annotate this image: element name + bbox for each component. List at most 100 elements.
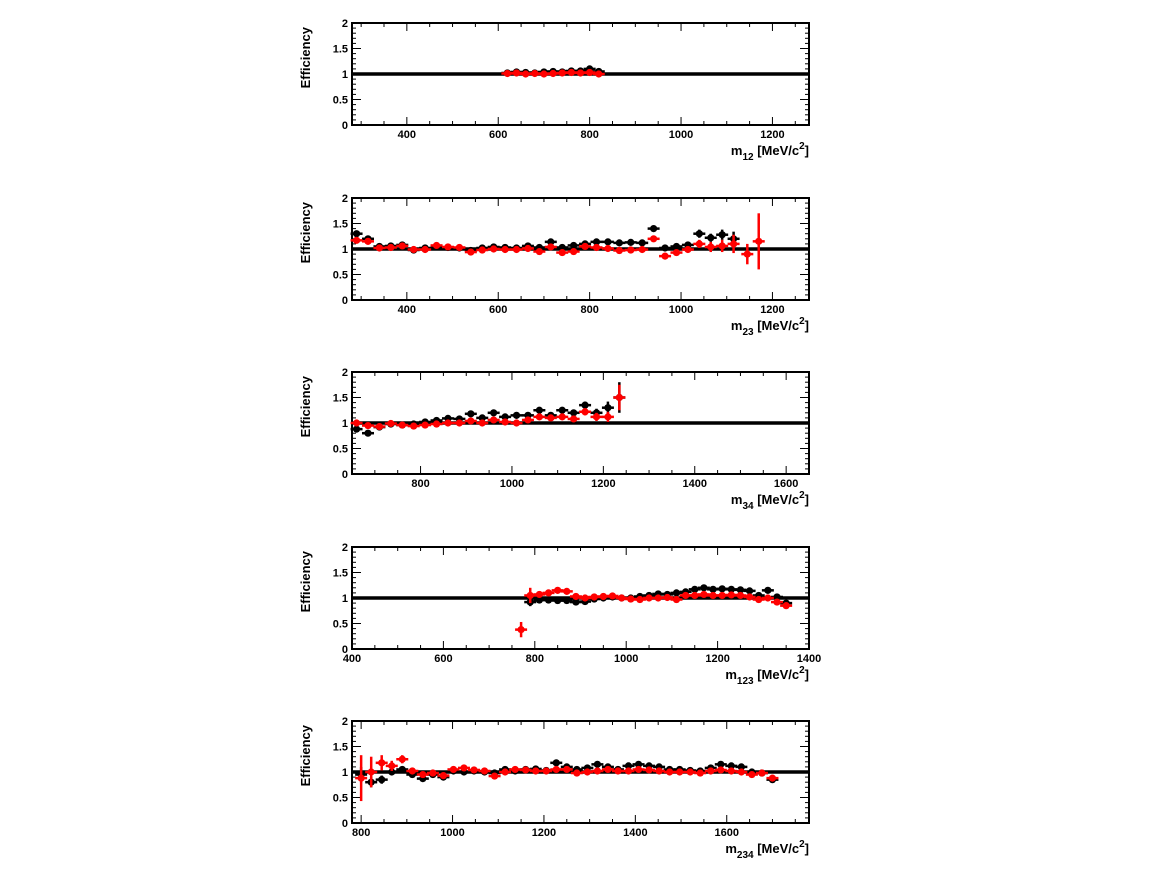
data-point (745, 587, 754, 595)
data-point (490, 245, 498, 253)
data-point (650, 235, 658, 243)
data-point (460, 764, 468, 772)
x-tick-label: 800 (526, 653, 544, 665)
y-tick-label: 0 (342, 644, 348, 656)
data-point (410, 245, 418, 254)
data-point (615, 239, 623, 247)
data-point (455, 243, 463, 252)
data-point (375, 244, 384, 252)
y-axis-label: Efficiency (298, 201, 313, 263)
data-point (691, 585, 699, 593)
y-tick-label: 1 (342, 418, 348, 430)
data-point (455, 419, 463, 427)
y-tick-label: 0 (342, 120, 348, 132)
x-tick-label: 400 (398, 129, 416, 141)
data-point (563, 596, 571, 605)
y-tick-label: 0.5 (333, 793, 348, 805)
y-tick-label: 2 (342, 367, 348, 379)
data-point (604, 238, 612, 246)
x-axis-label: m123 [MeV/c2] (725, 665, 809, 687)
data-point (408, 767, 416, 775)
data-point (398, 421, 406, 429)
data-point (535, 406, 543, 414)
x-tick-label: 800 (580, 129, 598, 141)
data-point (581, 408, 589, 416)
data-point (535, 247, 543, 256)
data-point (467, 410, 475, 418)
data-point (615, 246, 623, 255)
data-point (478, 246, 486, 254)
data-point (773, 593, 781, 601)
data-point (592, 238, 601, 246)
x-axis-label: m234 [MeV/c2] (725, 839, 809, 861)
x-tick-label: 1000 (669, 304, 693, 316)
data-point (572, 598, 580, 606)
data-point (717, 766, 725, 774)
data-point (480, 767, 489, 775)
data-point (563, 587, 571, 595)
panel-m23: 400 600 800 1000 1200 0 0.5 1 1.5 2 Efficiency m23 … (298, 193, 810, 338)
data-point (558, 406, 566, 414)
data-point (727, 585, 735, 593)
data-point (554, 596, 562, 605)
y-tick-label: 1.5 (333, 44, 348, 56)
data-point (624, 767, 633, 775)
data-point (581, 242, 589, 251)
y-tick-label: 0.5 (333, 444, 348, 456)
data-point (501, 418, 509, 426)
data-point (748, 770, 756, 779)
data-point (707, 234, 715, 242)
data-point (352, 236, 361, 244)
x-tick-label: 1000 (669, 129, 693, 141)
data-point (570, 415, 578, 423)
data-point (682, 591, 690, 600)
data-point (398, 242, 406, 250)
x-tick-label: 1000 (614, 653, 638, 665)
data-point (655, 767, 663, 775)
data-point (388, 762, 396, 770)
data-point (535, 590, 543, 599)
data-point (599, 592, 607, 601)
data-point (650, 225, 658, 233)
data-point (547, 243, 555, 251)
data-point (718, 242, 726, 250)
data-point (700, 584, 708, 592)
data-point (755, 237, 763, 245)
data-point (364, 421, 372, 430)
data-point (736, 586, 745, 594)
data-point (410, 422, 418, 430)
data-point (419, 770, 427, 779)
data-point (773, 598, 781, 606)
panel-m123: 400 600 800 1000 1200 1400 0 0.5 1 1.5 2 Efficiency… (298, 542, 821, 687)
data-point (490, 409, 498, 417)
data-point (586, 68, 594, 77)
y-axis-label: Efficiency (298, 375, 313, 437)
x-tick-label: 1000 (440, 827, 464, 839)
data-point (645, 766, 653, 774)
panel-m12: 400 600 800 1000 1200 0 0.5 1 1.5 2 Efficiency m12 … (298, 18, 810, 163)
y-tick-label: 1 (342, 69, 348, 81)
data-point (727, 762, 735, 770)
x-tick-label: 1200 (591, 478, 615, 490)
data-point (709, 591, 717, 600)
x-axis-label: m23 [MeV/c2] (731, 316, 809, 338)
data-point (573, 769, 581, 777)
data-point (727, 591, 735, 599)
panel-m34: 800 1000 1200 1400 1600 0 0.5 1 1.5 2 Efficiency m3… (298, 367, 810, 512)
data-point (695, 230, 703, 238)
y-axis-label: Efficiency (298, 26, 313, 88)
data-point (378, 776, 386, 784)
x-tick-label: 800 (352, 827, 370, 839)
data-point (691, 591, 699, 600)
y-tick-label: 0 (342, 295, 348, 307)
data-point (743, 250, 751, 258)
data-point (421, 245, 429, 254)
y-tick-label: 1.5 (333, 568, 348, 580)
data-point (375, 422, 384, 431)
x-tick-label: 1400 (683, 478, 707, 490)
data-point (439, 771, 447, 780)
data-point (387, 243, 395, 252)
x-axis-label: m34 [MeV/c2] (731, 490, 809, 512)
panel-m234: 800 1000 1200 1400 1600 0 0.5 1 1.5 2 Efficiency m2… (298, 716, 810, 861)
